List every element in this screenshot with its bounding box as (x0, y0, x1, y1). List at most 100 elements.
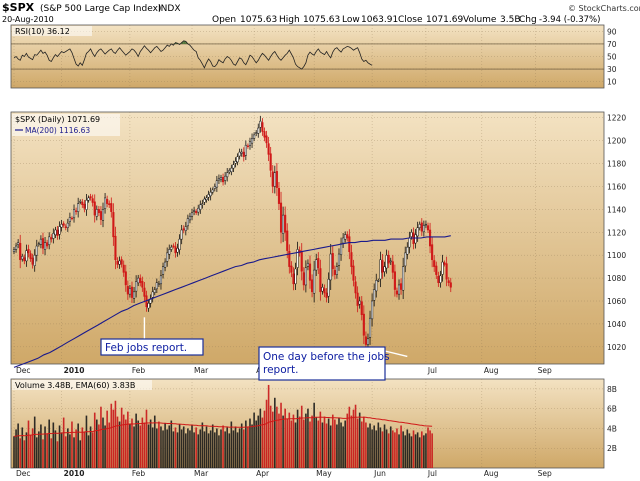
candle-body (356, 292, 359, 306)
candle-body (101, 209, 105, 221)
price-tick-label: 1040 (607, 320, 626, 329)
candle-body (273, 172, 276, 187)
candle-body (21, 256, 24, 260)
price-tick-label: 1080 (607, 274, 626, 283)
volume-bar (189, 430, 191, 468)
candle-body (133, 291, 136, 299)
candle-body (319, 268, 322, 293)
volume-x-label: 2010 (64, 469, 85, 478)
candle-body (261, 122, 264, 132)
candle-body (447, 280, 450, 283)
candle-body (77, 203, 80, 212)
volume-bar (245, 420, 247, 468)
volume-bar (255, 420, 257, 468)
volume-x-label: Feb (132, 469, 146, 478)
candle-body (153, 289, 156, 293)
volume-bar (104, 425, 106, 468)
candle-body (371, 300, 374, 320)
candle-body (180, 229, 183, 240)
candle-body (135, 281, 138, 292)
candle-body (217, 178, 220, 181)
volume-tick-label: 4B (607, 424, 617, 433)
volume-bar (19, 438, 22, 468)
price-x-label: Feb (132, 366, 146, 375)
candle-body (184, 226, 187, 231)
volume-bar (54, 430, 57, 468)
rsi-tick-label: 90 (607, 27, 617, 36)
volume-bar (98, 424, 100, 468)
volume-bar (116, 416, 119, 468)
close-value: 1071.69 (426, 15, 463, 25)
volume-bar (371, 429, 373, 468)
volume-bar (127, 411, 129, 468)
candle-body (197, 207, 200, 213)
volume-bar (56, 441, 59, 468)
annotation-july-text: One day before the jobs report. (263, 351, 393, 376)
candle-body (188, 215, 191, 221)
candle-body (416, 227, 419, 237)
volume-bar (425, 433, 427, 468)
candle-body (377, 280, 380, 282)
volume-bar (274, 397, 276, 468)
date-label: 20-Aug-2010 (2, 15, 54, 24)
volume-bar (269, 405, 272, 468)
volume-bar (344, 420, 346, 468)
candle-body (186, 218, 189, 227)
candle-body (381, 260, 384, 273)
candle-body (364, 336, 367, 345)
volume-bar (89, 426, 92, 468)
price-x-label: 2010 (64, 366, 85, 375)
volume-bar (338, 417, 340, 468)
volume-bar (211, 424, 214, 468)
volume-bar (182, 426, 185, 468)
volume-bar (106, 410, 108, 468)
volume-bar (298, 416, 301, 468)
volume-bar (93, 412, 96, 468)
volume-bar (199, 429, 202, 468)
volume-bar (220, 429, 222, 468)
candle-body (143, 287, 146, 297)
volume-bar (280, 402, 282, 468)
volume-bar (205, 426, 208, 468)
volume-bar (35, 437, 38, 468)
volume-bar (122, 414, 125, 468)
price-tick-label: 1120 (607, 228, 626, 237)
candle-body (397, 284, 401, 295)
candle-body (449, 282, 452, 288)
volume-bar (77, 423, 79, 468)
candle-body (48, 236, 51, 245)
volume-bar (259, 408, 262, 468)
volume-bar (414, 434, 417, 468)
candle-body (33, 254, 36, 266)
candle-body (352, 265, 355, 281)
candle-body (87, 197, 90, 201)
candle-body (118, 260, 121, 265)
volume-bar (226, 427, 229, 468)
candle-body (437, 275, 440, 283)
volume-bar (363, 416, 365, 468)
price-tick-label: 1180 (607, 160, 626, 169)
candle-body (257, 127, 260, 134)
volume-bar (377, 422, 380, 468)
candle-body (39, 238, 42, 245)
candle-body (178, 238, 181, 250)
volume-bar (323, 416, 326, 468)
candle-body (418, 224, 421, 228)
candle-body (72, 209, 76, 219)
candle-body (137, 277, 140, 284)
volume-bar (408, 433, 411, 468)
candle-body (23, 257, 26, 262)
candle-body (313, 269, 316, 294)
candle-body (172, 245, 175, 247)
volume-bar (48, 419, 50, 468)
candle-body (68, 217, 71, 222)
candle-body (246, 145, 249, 147)
volume-bar (151, 427, 154, 468)
volume-bar (195, 427, 197, 468)
volume-bar (23, 440, 26, 468)
candle-body (62, 223, 65, 226)
volume-bar (402, 431, 404, 468)
volume-bar (381, 431, 384, 468)
volume-bar (418, 437, 421, 468)
volume-bar (406, 429, 409, 468)
